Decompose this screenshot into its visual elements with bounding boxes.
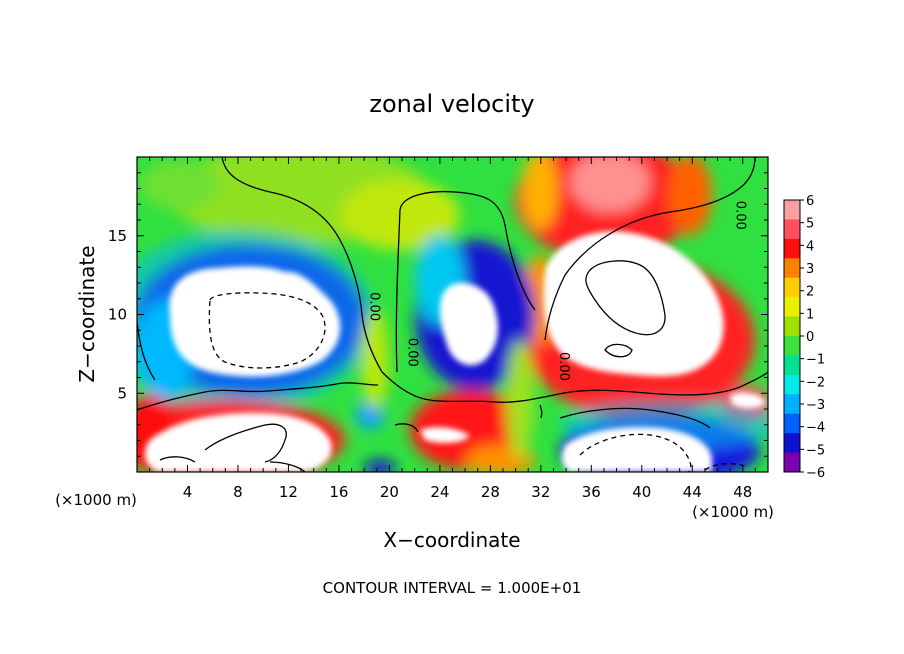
white-region — [420, 427, 470, 444]
x-tick-label: 32 — [531, 483, 550, 501]
colorbar-swatch — [784, 336, 800, 356]
contour-label: 0.00 — [366, 292, 381, 321]
saturated-regions — [144, 231, 766, 472]
x-tick-label: 8 — [233, 483, 243, 501]
white-region — [440, 282, 498, 366]
x-tick-label: 16 — [329, 483, 348, 501]
contour-lines — [137, 157, 768, 472]
y-axis-label: Z−coordinate — [75, 245, 99, 382]
negative-contour — [579, 433, 692, 472]
x-tick-label: 48 — [733, 483, 752, 501]
contour-label: 0.00 — [732, 201, 747, 230]
colorbar-tick-label: 0 — [806, 330, 814, 345]
x-unit-label-right: (×1000 m) — [692, 503, 774, 521]
colorbar-swatch — [784, 452, 800, 473]
zero-contour — [137, 382, 379, 411]
zero-contour — [559, 407, 711, 429]
colorbar-tick-label: 6 — [806, 194, 814, 209]
colorbar-tick-label: 5 — [806, 217, 814, 232]
field-patch — [364, 460, 396, 472]
x-tick-label: 20 — [380, 483, 399, 501]
colorbar-swatch — [784, 374, 800, 395]
colorbar-swatch — [784, 394, 800, 415]
x-tick-label: 24 — [430, 483, 449, 501]
colorbar-swatch — [784, 413, 800, 434]
zero-contour — [395, 190, 536, 373]
colorbar-tick-label: −4 — [806, 421, 825, 436]
x-tick-label: 44 — [683, 483, 702, 501]
colorbar-tick-label: −2 — [806, 375, 825, 390]
y-tick-label: 5 — [117, 384, 127, 402]
plot-area: 0.00 0.00 0.00 0.00 — [137, 157, 768, 472]
colorbar-tick-label: 1 — [806, 307, 814, 322]
x-tick-label: 36 — [582, 483, 601, 501]
contour-label: 0.00 — [556, 352, 571, 381]
colorbar-swatch — [784, 200, 800, 220]
colorbar: 6 5 4 3 2 1 0 −1 −2 −3 −4 −5 −6 — [783, 194, 825, 481]
white-region — [144, 412, 332, 472]
colorbar-tick-label: 3 — [806, 262, 814, 277]
y-tick-label: 15 — [108, 227, 127, 245]
white-region — [561, 427, 712, 472]
zero-contour — [221, 157, 768, 403]
x-tick-label: 4 — [183, 483, 193, 501]
colorbar-swatch — [784, 219, 800, 240]
contour-line — [604, 343, 633, 358]
colorbar-swatch — [784, 297, 800, 318]
contour-line — [204, 423, 287, 463]
field-patch — [570, 157, 650, 212]
white-region — [730, 392, 766, 409]
colorbar-swatch — [784, 433, 800, 454]
x-tick-label: 40 — [632, 483, 651, 501]
contour-interval-note: CONTOUR INTERVAL = 1.000E+01 — [323, 579, 582, 597]
negative-contour — [704, 463, 746, 471]
white-region — [169, 266, 341, 377]
colorbar-tick-label: −1 — [806, 353, 825, 368]
colorbar-swatch — [784, 277, 800, 298]
colorbar-tick-label: −3 — [806, 398, 825, 413]
white-region — [543, 231, 724, 377]
contour-label: 0.00 — [404, 338, 419, 367]
chart-title: zonal velocity — [369, 90, 534, 118]
y-axis: 5 10 15 — [108, 172, 768, 457]
colorbar-tick-label: −5 — [806, 443, 825, 458]
colorbar-swatch — [784, 316, 800, 337]
colorbar-swatch — [784, 258, 800, 279]
colorbar-swatch — [784, 238, 800, 259]
zero-contour — [137, 321, 156, 381]
contour-line — [269, 461, 306, 472]
contour-line — [585, 260, 666, 336]
colorbar-tick-label: 4 — [806, 239, 814, 254]
x-axis: 4 8 12 16 20 24 28 32 36 40 44 48 — [149, 157, 756, 501]
colorbar-swatch — [784, 355, 800, 376]
contour-line — [394, 423, 419, 433]
colorbar-tick-label: 2 — [806, 285, 814, 300]
colorbar-tick-label: −6 — [806, 466, 825, 481]
x-axis-label: X−coordinate — [383, 528, 520, 552]
field-patch — [668, 157, 712, 235]
field-patch — [522, 157, 558, 230]
contour-labels: 0.00 0.00 0.00 0.00 — [366, 201, 747, 381]
contour-line — [159, 456, 196, 463]
contour-line — [539, 404, 543, 419]
x-unit-label-left: (×1000 m) — [55, 491, 137, 509]
x-tick-label: 28 — [481, 483, 500, 501]
zero-contour — [544, 157, 756, 341]
field-patch — [140, 160, 220, 210]
y-tick-label: 10 — [108, 306, 127, 324]
field-patch — [506, 340, 534, 460]
x-tick-label: 12 — [279, 483, 298, 501]
